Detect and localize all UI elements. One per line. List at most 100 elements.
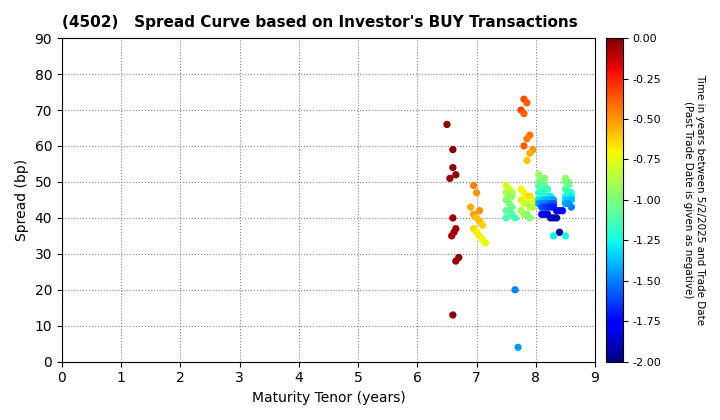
Point — [542, 186, 554, 192]
Point — [506, 211, 518, 218]
Point — [562, 182, 574, 189]
Point — [521, 200, 533, 207]
Point — [533, 171, 544, 178]
Point — [468, 225, 480, 232]
Point — [500, 215, 512, 221]
Point — [516, 197, 527, 203]
Point — [539, 186, 551, 192]
Point — [559, 178, 571, 185]
Point — [524, 132, 536, 139]
Point — [503, 200, 515, 207]
Point — [536, 204, 547, 210]
Point — [554, 207, 565, 214]
Point — [536, 200, 547, 207]
Point — [509, 215, 521, 221]
Point — [471, 215, 482, 221]
Point — [444, 175, 456, 182]
Point — [545, 204, 557, 210]
Y-axis label: Spread (bp): Spread (bp) — [15, 159, 29, 241]
Point — [518, 200, 530, 207]
Point — [562, 178, 574, 185]
Point — [468, 211, 480, 218]
Point — [542, 204, 554, 210]
Point — [447, 146, 459, 153]
Point — [536, 189, 547, 196]
Point — [539, 197, 551, 203]
Point — [542, 193, 554, 199]
Point — [545, 193, 557, 199]
Point — [533, 189, 544, 196]
Point — [474, 218, 485, 225]
Point — [551, 207, 562, 214]
Point — [518, 110, 530, 117]
Point — [562, 197, 574, 203]
Point — [503, 207, 515, 214]
Point — [559, 233, 571, 239]
Point — [471, 189, 482, 196]
Point — [557, 207, 568, 214]
Point — [509, 286, 521, 293]
Point — [447, 164, 459, 171]
Point — [521, 157, 533, 164]
Point — [468, 182, 480, 189]
Point — [545, 215, 557, 221]
Y-axis label: Time in years between 5/2/2025 and Trade Date
(Past Trade Date is given as negat: Time in years between 5/2/2025 and Trade… — [683, 74, 705, 326]
Point — [506, 193, 518, 199]
Point — [503, 186, 515, 192]
Point — [539, 200, 551, 207]
Point — [548, 204, 559, 210]
Point — [446, 233, 457, 239]
Point — [521, 100, 533, 106]
Point — [518, 211, 530, 218]
Point — [533, 182, 544, 189]
Point — [500, 207, 512, 214]
Point — [450, 258, 462, 265]
Point — [566, 197, 577, 203]
Point — [474, 207, 485, 214]
Point — [474, 233, 485, 239]
Point — [539, 211, 551, 218]
Point — [527, 146, 539, 153]
Point — [521, 193, 533, 199]
Point — [539, 175, 551, 182]
Point — [562, 193, 574, 199]
Point — [559, 186, 571, 192]
Point — [506, 189, 518, 196]
Point — [536, 178, 547, 185]
Text: (4502)   Spread Curve based on Investor's BUY Transactions: (4502) Spread Curve based on Investor's … — [62, 15, 577, 30]
Point — [524, 204, 536, 210]
Point — [521, 211, 533, 218]
Point — [559, 197, 571, 203]
Point — [500, 182, 512, 189]
Point — [516, 186, 527, 192]
Point — [551, 215, 562, 221]
Point — [453, 254, 464, 261]
Point — [536, 175, 547, 182]
Point — [518, 189, 530, 196]
Point — [533, 200, 544, 207]
Point — [471, 229, 482, 236]
Point — [566, 193, 577, 199]
Point — [548, 197, 559, 203]
Point — [506, 204, 518, 210]
Point — [542, 197, 554, 203]
Point — [518, 96, 530, 102]
Point — [450, 225, 462, 232]
Point — [559, 193, 571, 199]
Point — [533, 178, 544, 185]
Point — [447, 215, 459, 221]
Point — [536, 197, 547, 203]
Point — [539, 204, 551, 210]
X-axis label: Maturity Tenor (years): Maturity Tenor (years) — [251, 391, 405, 405]
Point — [536, 186, 547, 192]
Point — [548, 215, 559, 221]
Point — [545, 197, 557, 203]
Point — [449, 229, 460, 236]
Point — [562, 189, 574, 196]
Point — [518, 143, 530, 150]
Point — [539, 182, 551, 189]
Point — [562, 200, 574, 207]
Point — [524, 150, 536, 157]
Point — [516, 107, 527, 113]
Point — [545, 200, 557, 207]
